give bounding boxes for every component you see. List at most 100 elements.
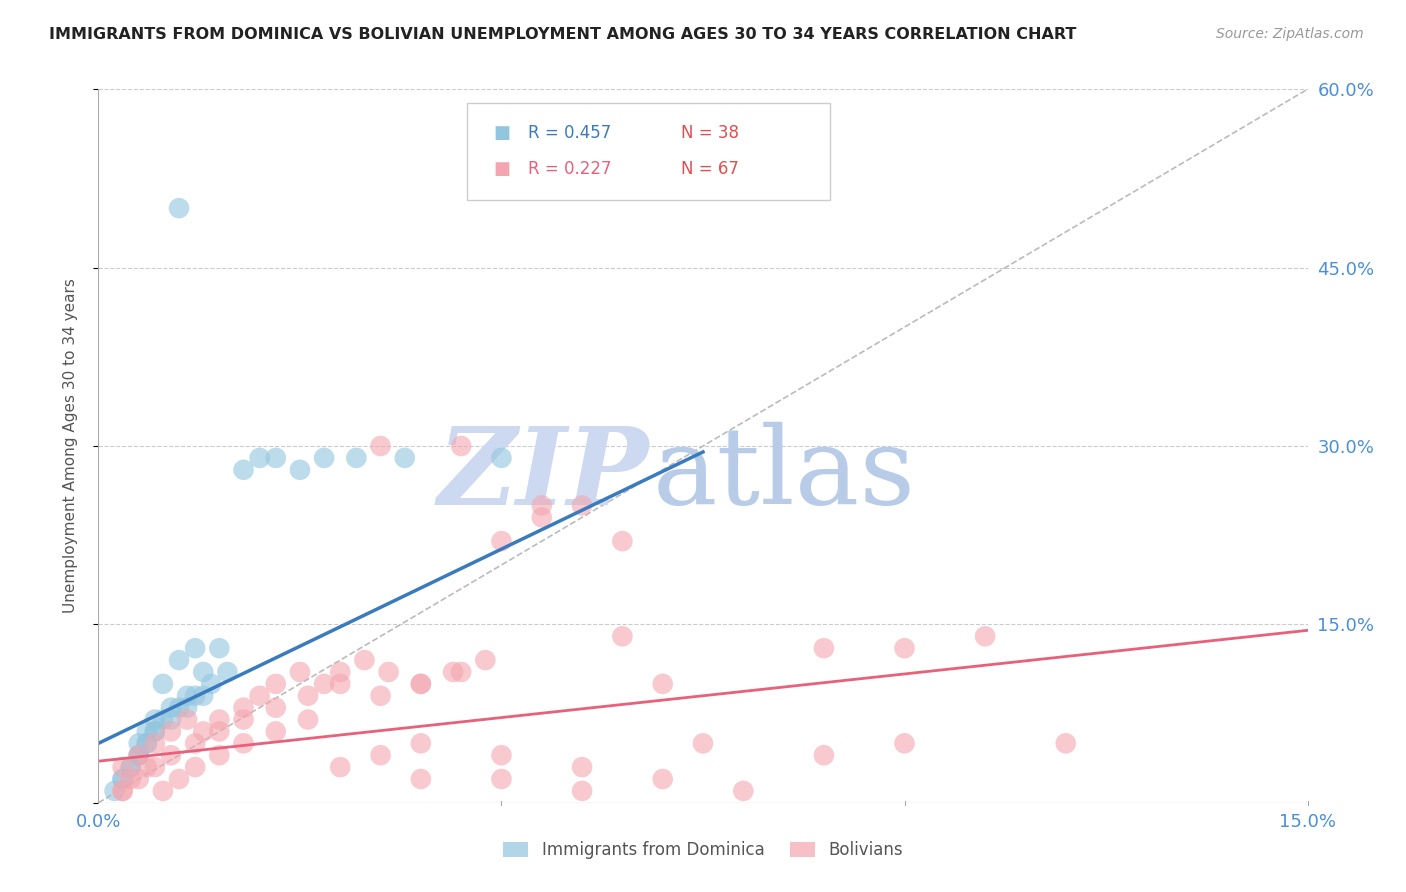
Point	[160, 713, 183, 727]
Point	[409, 736, 432, 750]
Point	[612, 629, 634, 643]
Point	[135, 724, 157, 739]
Point	[160, 700, 183, 714]
Point	[193, 689, 215, 703]
Point	[167, 653, 190, 667]
Point	[329, 677, 352, 691]
Point	[167, 201, 190, 215]
Point	[314, 450, 336, 465]
Point	[370, 748, 392, 763]
Text: ■: ■	[494, 161, 510, 178]
Text: IMMIGRANTS FROM DOMINICA VS BOLIVIAN UNEMPLOYMENT AMONG AGES 30 TO 34 YEARS CORR: IMMIGRANTS FROM DOMINICA VS BOLIVIAN UNE…	[49, 27, 1077, 42]
Point	[491, 450, 513, 465]
Text: N = 67: N = 67	[682, 161, 740, 178]
Point	[353, 653, 375, 667]
Point	[344, 450, 367, 465]
Point	[128, 736, 150, 750]
Point	[571, 499, 593, 513]
Point	[370, 439, 392, 453]
Text: ■: ■	[494, 125, 510, 143]
Point	[450, 439, 472, 453]
Point	[143, 724, 166, 739]
Point	[893, 736, 915, 750]
Point	[120, 760, 142, 774]
Point	[314, 677, 336, 691]
Text: atlas: atlas	[652, 422, 915, 527]
Point	[813, 641, 835, 656]
Point	[264, 700, 287, 714]
Point	[329, 665, 352, 679]
Point	[249, 450, 271, 465]
Point	[530, 499, 553, 513]
Point	[733, 784, 755, 798]
Point	[120, 772, 142, 786]
Point	[612, 534, 634, 549]
Point	[103, 784, 125, 798]
Point	[143, 760, 166, 774]
Point	[135, 736, 157, 750]
Y-axis label: Unemployment Among Ages 30 to 34 years: Unemployment Among Ages 30 to 34 years	[63, 278, 77, 614]
Point	[409, 677, 432, 691]
Point	[111, 784, 134, 798]
Point	[200, 677, 222, 691]
Point	[176, 713, 198, 727]
Point	[152, 784, 174, 798]
Point	[128, 748, 150, 763]
Point	[409, 677, 432, 691]
Point	[394, 450, 416, 465]
Point	[167, 772, 190, 786]
Point	[249, 689, 271, 703]
Point	[143, 724, 166, 739]
Point	[409, 772, 432, 786]
Point	[111, 772, 134, 786]
Point	[128, 748, 150, 763]
Point	[176, 689, 198, 703]
Point	[450, 665, 472, 679]
Point	[1054, 736, 1077, 750]
Point	[571, 784, 593, 798]
Point	[135, 736, 157, 750]
Point	[264, 724, 287, 739]
Point	[160, 748, 183, 763]
Point	[184, 760, 207, 774]
Point	[184, 641, 207, 656]
Point	[288, 665, 311, 679]
Point	[193, 665, 215, 679]
Point	[377, 665, 399, 679]
Point	[217, 665, 239, 679]
Point	[193, 724, 215, 739]
Point	[692, 736, 714, 750]
Point	[128, 772, 150, 786]
Point	[651, 677, 673, 691]
Point	[208, 641, 231, 656]
Point	[120, 760, 142, 774]
Point	[184, 689, 207, 703]
Point	[974, 629, 997, 643]
Text: Source: ZipAtlas.com: Source: ZipAtlas.com	[1216, 27, 1364, 41]
Point	[264, 677, 287, 691]
Text: R = 0.457: R = 0.457	[527, 125, 612, 143]
Point	[143, 713, 166, 727]
Point	[491, 772, 513, 786]
Point	[297, 713, 319, 727]
Point	[184, 736, 207, 750]
Point	[111, 760, 134, 774]
Text: ZIP: ZIP	[437, 422, 648, 527]
Point	[491, 534, 513, 549]
Point	[370, 689, 392, 703]
Point	[813, 748, 835, 763]
Point	[152, 677, 174, 691]
Point	[208, 724, 231, 739]
FancyBboxPatch shape	[467, 103, 830, 200]
Point	[441, 665, 464, 679]
Text: R = 0.227: R = 0.227	[527, 161, 612, 178]
Point	[111, 784, 134, 798]
Point	[474, 653, 496, 667]
Point	[297, 689, 319, 703]
Point	[232, 736, 254, 750]
Point	[208, 713, 231, 727]
Point	[232, 463, 254, 477]
Point	[208, 748, 231, 763]
Point	[128, 748, 150, 763]
Legend: Immigrants from Dominica, Bolivians: Immigrants from Dominica, Bolivians	[496, 835, 910, 866]
